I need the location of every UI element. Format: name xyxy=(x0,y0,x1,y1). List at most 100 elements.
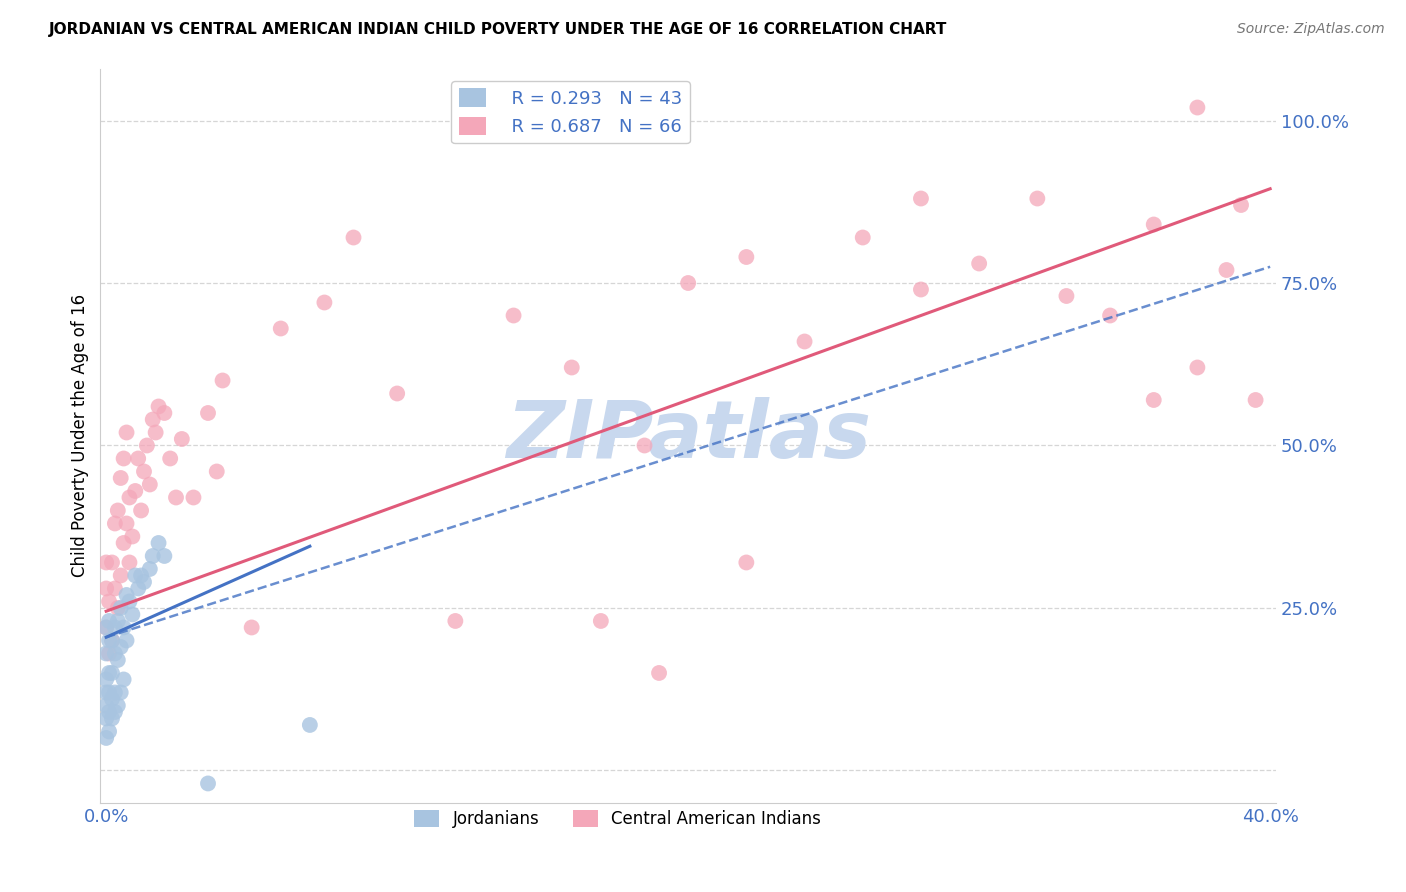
Point xyxy=(101,556,124,570)
Point xyxy=(98,685,121,699)
Point xyxy=(197,776,219,790)
Point xyxy=(96,711,118,725)
Point xyxy=(910,283,932,297)
Point xyxy=(139,562,162,576)
Point xyxy=(183,491,205,505)
Point xyxy=(107,614,129,628)
Point xyxy=(98,705,121,719)
Point xyxy=(967,256,990,270)
Point xyxy=(1244,392,1267,407)
Point xyxy=(96,582,118,596)
Point xyxy=(127,582,149,596)
Point xyxy=(135,438,157,452)
Point xyxy=(98,614,121,628)
Point xyxy=(107,601,129,615)
Point xyxy=(107,698,129,713)
Point xyxy=(96,673,118,687)
Point xyxy=(793,334,815,349)
Point xyxy=(124,483,146,498)
Point xyxy=(107,653,129,667)
Point xyxy=(110,640,132,654)
Point xyxy=(96,620,118,634)
Text: Source: ZipAtlas.com: Source: ZipAtlas.com xyxy=(1237,22,1385,37)
Point xyxy=(1054,289,1077,303)
Point xyxy=(1230,198,1253,212)
Point xyxy=(139,477,162,491)
Point xyxy=(153,549,176,563)
Point xyxy=(104,620,127,634)
Point xyxy=(148,536,170,550)
Point xyxy=(96,731,118,745)
Point xyxy=(96,685,118,699)
Point xyxy=(1187,101,1209,115)
Point xyxy=(197,406,219,420)
Point xyxy=(104,705,127,719)
Point xyxy=(112,451,135,466)
Point xyxy=(561,360,583,375)
Point xyxy=(145,425,167,440)
Point xyxy=(104,582,127,596)
Point xyxy=(735,250,758,264)
Point xyxy=(444,614,467,628)
Point xyxy=(101,633,124,648)
Point xyxy=(1099,309,1122,323)
Point xyxy=(153,406,176,420)
Point xyxy=(104,516,127,531)
Point xyxy=(110,471,132,485)
Point xyxy=(112,620,135,634)
Y-axis label: Child Poverty Under the Age of 16: Child Poverty Under the Age of 16 xyxy=(72,294,89,577)
Point xyxy=(159,451,181,466)
Point xyxy=(342,230,364,244)
Point xyxy=(127,451,149,466)
Text: ZIPatlas: ZIPatlas xyxy=(506,397,870,475)
Point xyxy=(735,556,758,570)
Point xyxy=(633,438,655,452)
Point xyxy=(115,516,138,531)
Point xyxy=(589,614,612,628)
Point xyxy=(98,633,121,648)
Point xyxy=(101,633,124,648)
Legend: Jordanians, Central American Indians: Jordanians, Central American Indians xyxy=(408,804,828,835)
Point xyxy=(910,192,932,206)
Point xyxy=(132,465,155,479)
Point xyxy=(240,620,263,634)
Point xyxy=(676,276,699,290)
Point xyxy=(852,230,875,244)
Point xyxy=(98,665,121,680)
Point xyxy=(112,536,135,550)
Point xyxy=(129,503,152,517)
Point xyxy=(314,295,336,310)
Point xyxy=(107,503,129,517)
Point xyxy=(1143,218,1166,232)
Point xyxy=(101,711,124,725)
Point xyxy=(121,529,143,543)
Point xyxy=(118,556,141,570)
Point xyxy=(502,309,524,323)
Point xyxy=(1143,392,1166,407)
Point xyxy=(132,574,155,589)
Point xyxy=(115,425,138,440)
Point xyxy=(110,601,132,615)
Point xyxy=(101,692,124,706)
Point xyxy=(142,549,165,563)
Point xyxy=(101,665,124,680)
Point xyxy=(648,665,671,680)
Point xyxy=(96,556,118,570)
Point xyxy=(148,400,170,414)
Point xyxy=(129,568,152,582)
Point xyxy=(104,647,127,661)
Point xyxy=(110,568,132,582)
Point xyxy=(98,594,121,608)
Point xyxy=(124,568,146,582)
Point xyxy=(104,685,127,699)
Point xyxy=(142,412,165,426)
Point xyxy=(385,386,408,401)
Point xyxy=(110,685,132,699)
Point xyxy=(118,594,141,608)
Point xyxy=(96,698,118,713)
Point xyxy=(205,465,228,479)
Point xyxy=(115,633,138,648)
Point xyxy=(270,321,292,335)
Point xyxy=(165,491,187,505)
Point xyxy=(98,647,121,661)
